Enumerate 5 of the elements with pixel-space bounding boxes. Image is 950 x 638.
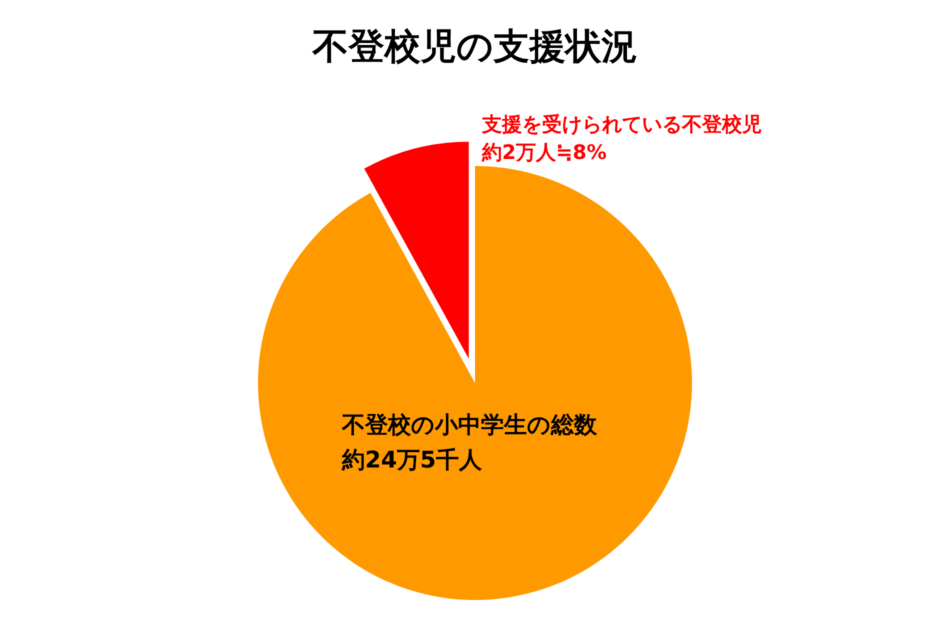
slice-label: 不登校の小中学生の総数: [341, 412, 598, 438]
data-label: 約24万5千人: [341, 448, 484, 474]
slice-label: 支援を受けられている不登校児: [481, 112, 762, 136]
data-label: 約2万人≒8%: [481, 140, 607, 164]
chart-title: 不登校児の支援状況: [312, 26, 638, 68]
